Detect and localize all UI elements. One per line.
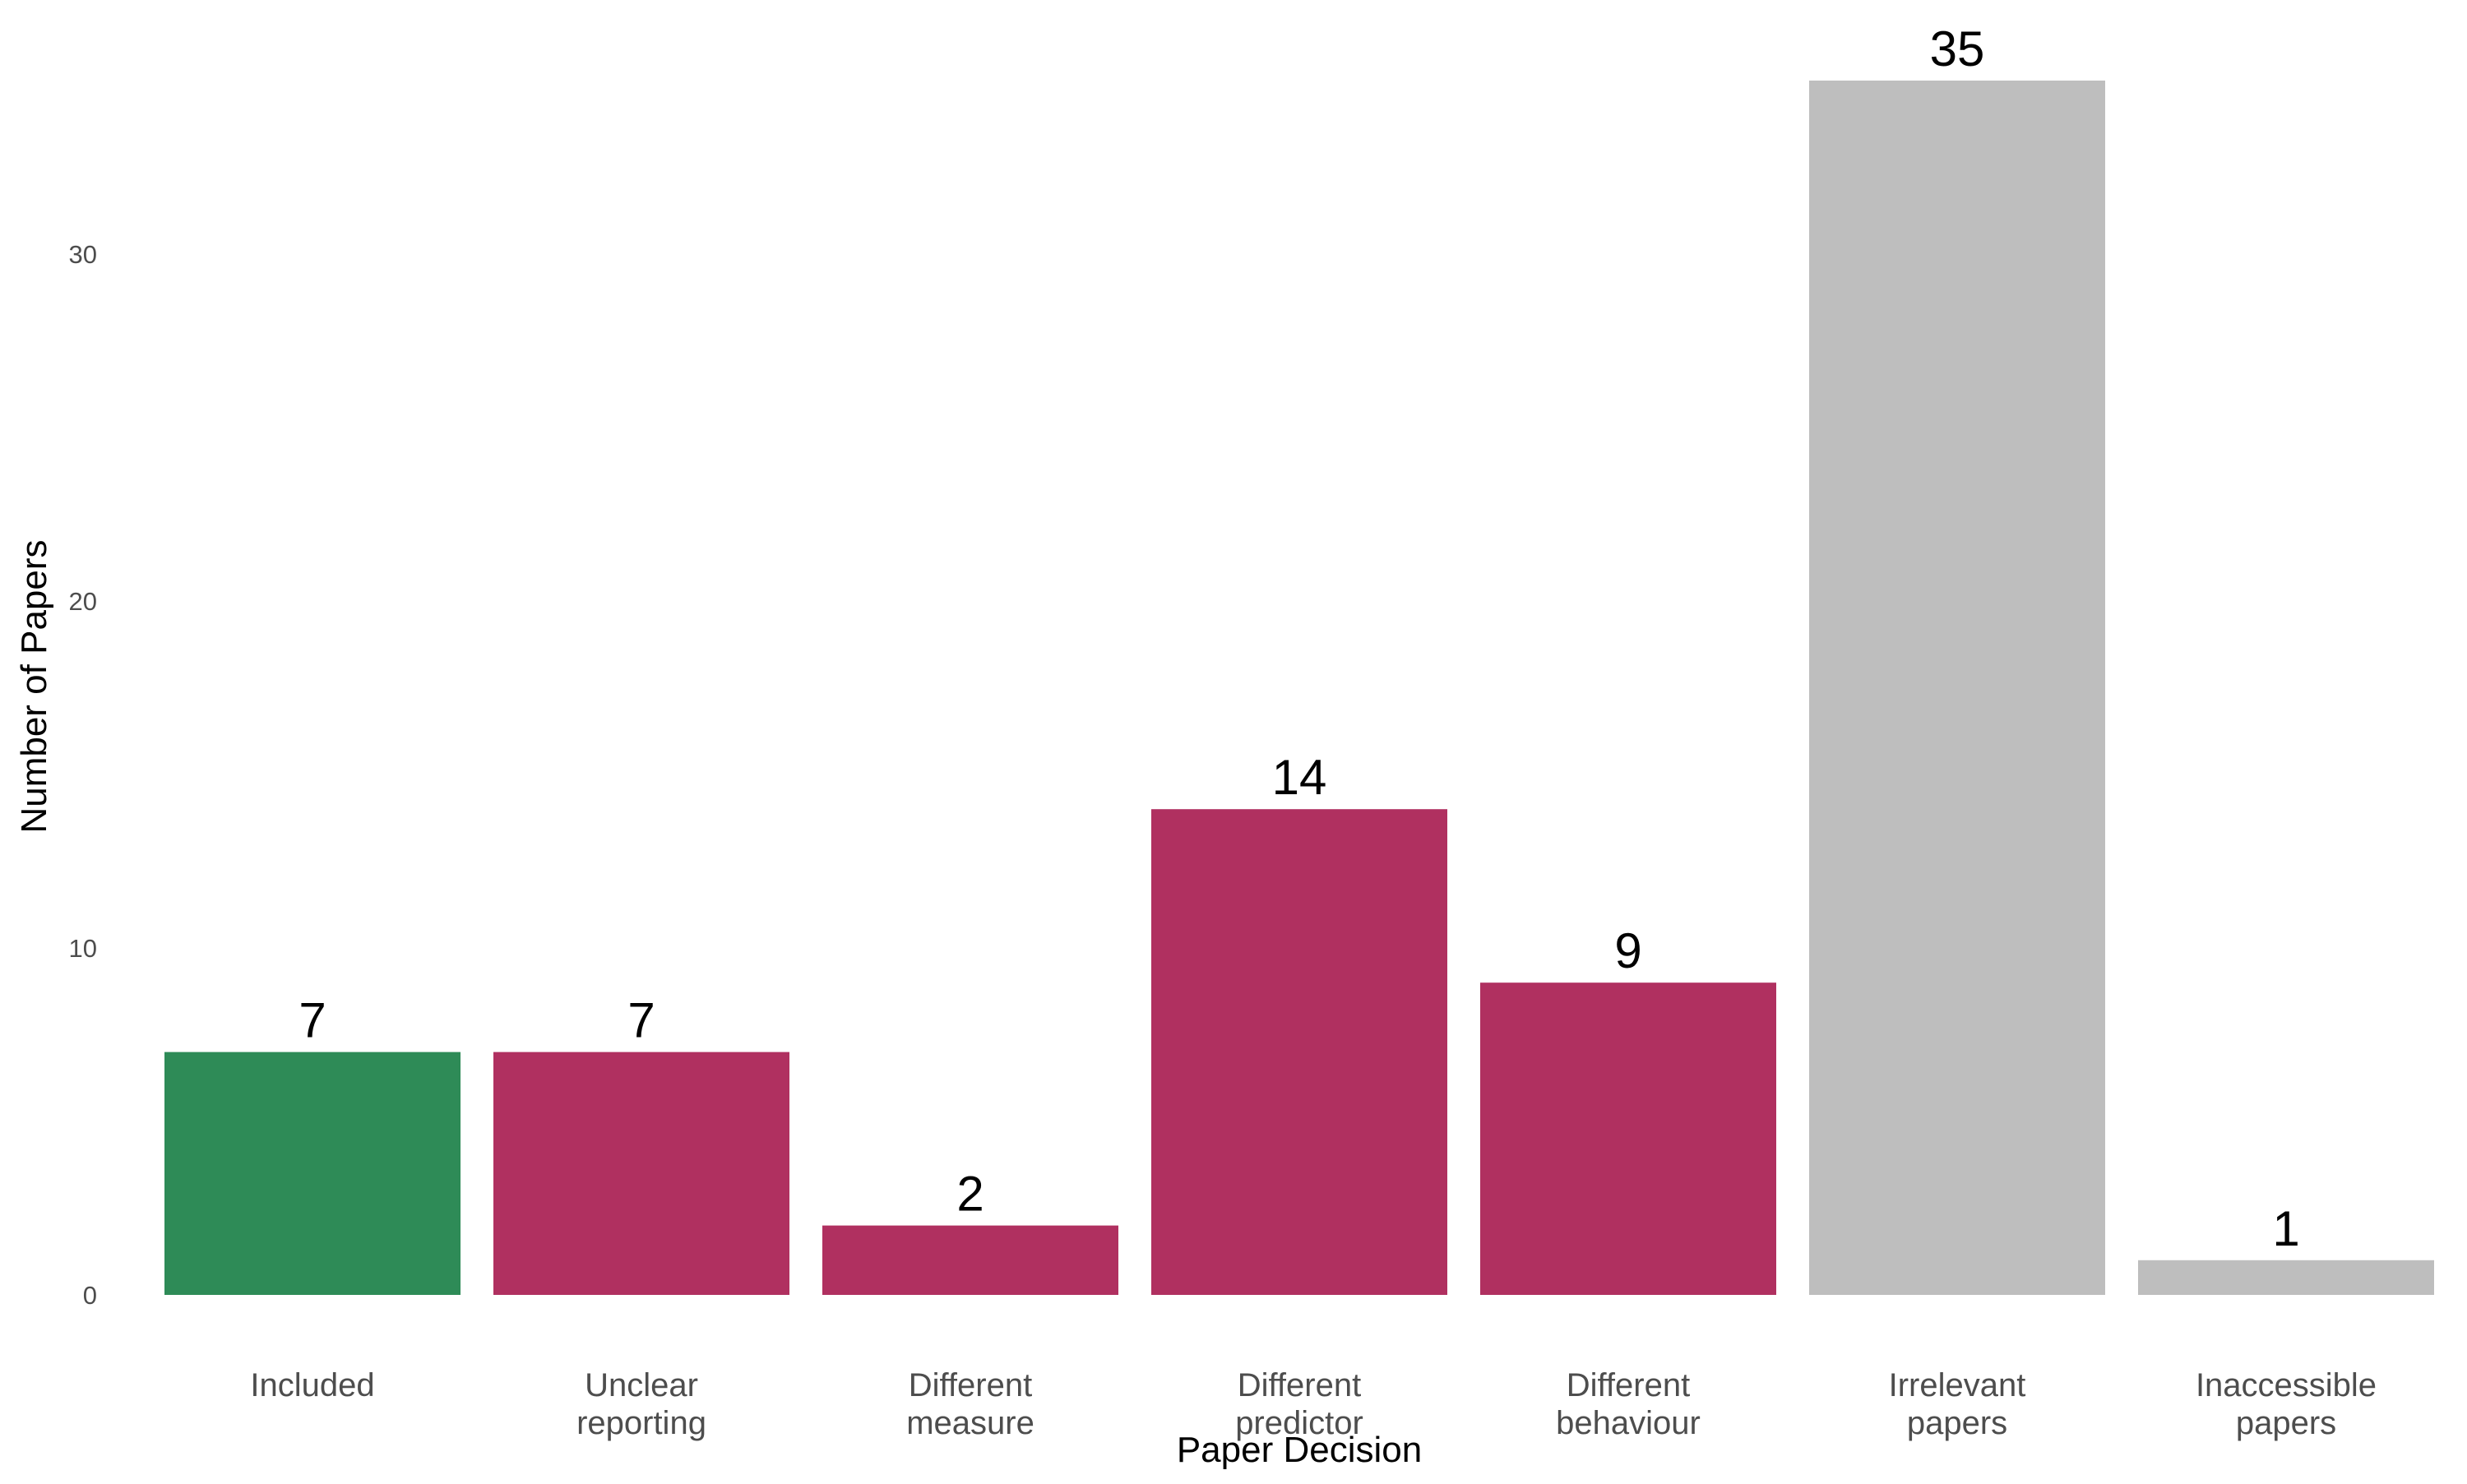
bar-included [164, 1052, 461, 1295]
x-tick-label-included: Included [250, 1367, 374, 1403]
bar-inaccessible-papers [2138, 1260, 2434, 1295]
data-labels: 7 7 2 14 9 35 1 [299, 21, 2299, 1256]
data-label-inaccessible-papers: 1 [2272, 1201, 2299, 1256]
bar-irrelevant-papers [1809, 81, 2105, 1295]
bars [164, 81, 2434, 1295]
x-tick-label-inaccessible-papers: Inaccessible papers [2196, 1367, 2377, 1441]
y-tick-label-0: 0 [83, 1281, 97, 1310]
x-axis-ticks: Included Unclear reporting Different measure… [250, 1367, 2377, 1441]
y-axis-ticks: 0 10 20 30 [69, 240, 97, 1310]
x-tick-label-unclear-reporting: Unclear reporting [576, 1367, 706, 1441]
data-label-different-measure: 2 [956, 1167, 984, 1222]
data-label-included: 7 [299, 993, 326, 1048]
y-tick-label-30: 30 [69, 240, 97, 269]
data-label-different-predictor: 14 [1272, 750, 1327, 805]
bar-different-measure [822, 1225, 1118, 1295]
y-axis-title: Number of Papers [14, 539, 54, 833]
data-label-unclear-reporting: 7 [627, 993, 655, 1048]
y-tick-label-10: 10 [69, 934, 97, 963]
data-label-different-behaviour: 9 [1614, 923, 1641, 978]
x-tick-label-different-behaviour: Different behaviour [1556, 1367, 1701, 1441]
y-tick-label-20: 20 [69, 587, 97, 616]
x-tick-label-irrelevant-papers: Irrelevant papers [1889, 1367, 2026, 1441]
bar-different-behaviour [1480, 982, 1776, 1295]
bar-different-predictor [1151, 809, 1447, 1295]
x-tick-label-different-predictor: Different predictor [1235, 1367, 1363, 1441]
x-tick-label-different-measure: Different measure [906, 1367, 1034, 1441]
x-axis-title: Paper Decision [1177, 1430, 1422, 1470]
data-label-irrelevant-papers: 35 [1930, 21, 1985, 76]
bar-unclear-reporting [493, 1052, 789, 1295]
